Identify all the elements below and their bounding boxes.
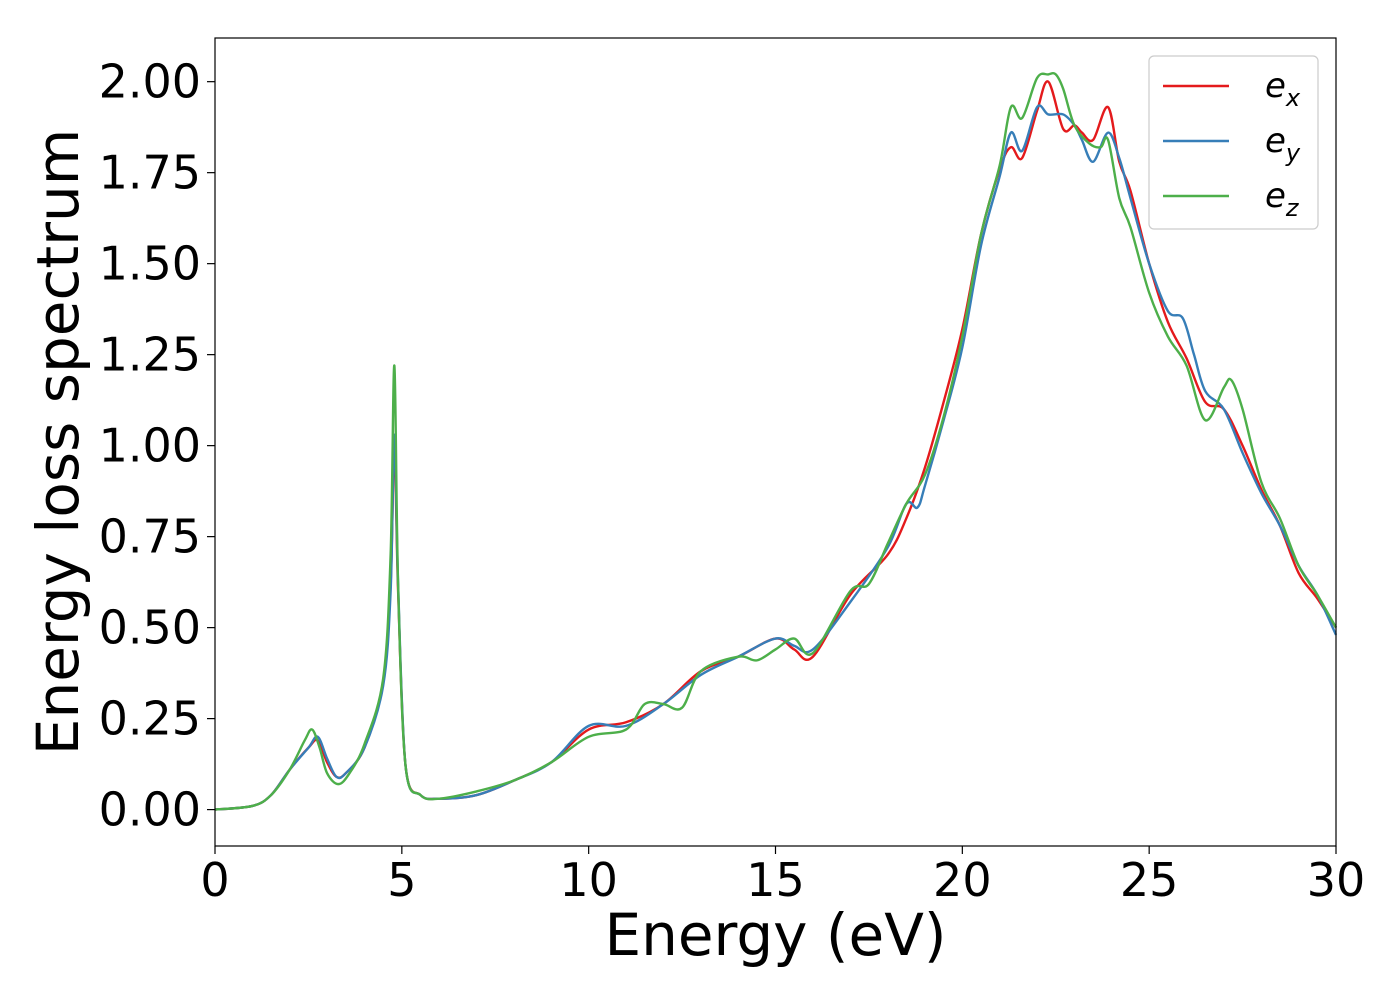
y-tick-label: 1.00: [99, 419, 201, 473]
axes: 0 5 10 15 20 25 30 0.00 0.25 0.50 0.75 1.00 1.25 1.50…: [99, 55, 1366, 907]
x-tick-label: 5: [387, 853, 416, 907]
x-tick-label: 15: [746, 853, 805, 907]
y-tick-label: 0.25: [99, 692, 201, 746]
legend-label-ex: ex: [1265, 66, 1301, 112]
x-tick-label: 0: [200, 853, 229, 907]
legend: ex ey ez: [1148, 55, 1319, 230]
y-tick-label: 1.50: [99, 237, 201, 291]
y-axis-title: Energy loss spectrum: [24, 129, 92, 755]
y-tick-label: 0.00: [99, 783, 201, 837]
y-tick-label: 0.50: [99, 601, 201, 655]
x-tick-label: 20: [933, 853, 992, 907]
legend-box: [1148, 55, 1319, 230]
x-tick-label: 25: [1120, 853, 1179, 907]
y-tick-label: 1.75: [99, 146, 201, 200]
y-tick-label: 1.25: [99, 328, 201, 382]
x-axis-title: Energy (eV): [604, 901, 946, 969]
y-tick-label: 2.00: [99, 55, 201, 109]
x-tick-label: 10: [559, 853, 618, 907]
x-tick-label: 30: [1307, 853, 1366, 907]
legend-label-ez: ez: [1265, 176, 1300, 222]
legend-label-ey: ey: [1265, 121, 1301, 167]
y-tick-label: 0.75: [99, 510, 201, 564]
plot-area: [214, 71, 1338, 811]
series-line-ez: [214, 71, 1338, 811]
